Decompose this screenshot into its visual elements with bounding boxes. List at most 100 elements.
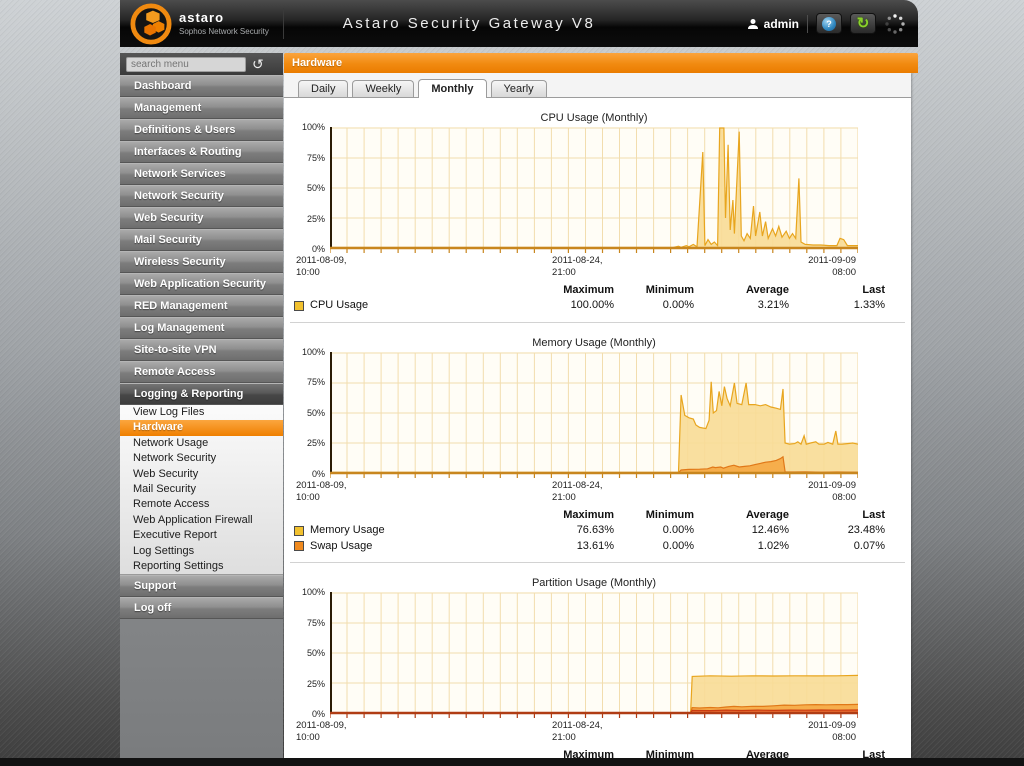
sidebar-item-network-security[interactable]: Network Security <box>120 185 283 207</box>
x-tick-label: 2011-08-09, 10:00 <box>296 479 347 503</box>
sidebar-subitem-remote-access[interactable]: Remote Access <box>133 498 210 511</box>
stats-header-average: Average <box>745 283 789 296</box>
breadcrumb-label: Hardware <box>292 57 343 69</box>
x-tick-label: 2011-08-24, 21:00 <box>552 479 603 503</box>
astaro-logo-icon <box>130 3 172 45</box>
sidebar-item-dashboard[interactable]: Dashboard <box>120 75 283 97</box>
tab-yearly[interactable]: Yearly <box>490 80 547 97</box>
sidebar-subitem-executive-report[interactable]: Executive Report <box>133 529 217 542</box>
user-icon <box>747 18 758 29</box>
legend-memory-usage: Memory Usage <box>294 523 519 539</box>
sidebar-item-log-off[interactable]: Log off <box>120 597 283 620</box>
stats-table-partition: MaximumMinimumAverageLastroot31.15%0.00%… <box>294 748 885 758</box>
user-badge: admin <box>747 17 799 31</box>
stats-corner <box>294 508 519 524</box>
tab-monthly[interactable]: Monthly <box>418 79 487 98</box>
y-tick-label: 0% <box>311 244 325 254</box>
search-input[interactable] <box>126 56 246 72</box>
sidebar-subitem-web-security[interactable]: Web Security <box>133 467 199 480</box>
charts-container: CPU Usage (Monthly) 100% 75% 50% 25% 0% 2011-0… <box>284 112 911 758</box>
sidebar-item-logging-reporting[interactable]: Logging & Reporting <box>120 383 283 405</box>
x-tick-label: 2011-08-24, 21:00 <box>552 720 603 743</box>
legend-cpu-usage: CPU Usage <box>294 298 519 314</box>
help-button[interactable]: ? <box>816 13 842 34</box>
sidebar-subitem-web-application-firewall[interactable]: Web Application Firewall <box>133 513 253 526</box>
legend-swatch-icon <box>294 525 304 536</box>
y-tick-label: 0% <box>311 468 325 479</box>
sidebar-subitem-reporting-settings[interactable]: Reporting Settings <box>133 559 224 572</box>
search-reset-icon[interactable]: ↻ <box>252 56 264 72</box>
sidebar-item-remote-access[interactable]: Remote Access <box>120 361 283 383</box>
chart-title-partition: Partition Usage (Monthly) <box>531 577 657 589</box>
x-tick-label: 2011-09-09 08:00 <box>808 720 856 743</box>
sidebar-item-log-management[interactable]: Log Management <box>120 317 283 339</box>
sidebar-item-red-management[interactable]: RED Management <box>120 295 283 317</box>
stats-header-maximum: Maximum <box>563 283 614 296</box>
stats-header-last: Last <box>862 748 885 758</box>
x-axis-labels: 2011-08-09, 10:00 2011-08-24, 21:00 2011-09-… <box>296 255 856 279</box>
stats-header-maximum: Maximum <box>563 508 614 521</box>
tab-weekly[interactable]: Weekly <box>352 80 415 97</box>
user-name-label: admin <box>763 16 799 31</box>
y-tick-label: 100% <box>301 346 325 357</box>
refresh-button[interactable]: ↻ <box>850 13 876 34</box>
tabs-row: Daily Weekly Monthly Yearly <box>284 73 911 98</box>
y-tick-label: 50% <box>306 183 325 193</box>
stats-table-memory: Maximum Minimum Average Last Memory Usage 76.… <box>294 508 885 555</box>
plot-area-cpu <box>330 127 858 255</box>
sidebar-item-mail-security[interactable]: Mail Security <box>120 229 283 251</box>
x-tick-label: 2011-08-09, 10:00 <box>296 720 347 743</box>
y-tick-label: 75% <box>306 152 325 163</box>
y-axis-labels: 100% 75% 50% 25% 0% <box>284 122 330 254</box>
sidebar-subitem-network-usage[interactable]: Network Usage <box>133 436 209 449</box>
chart-title-memory: Memory Usage (Monthly) <box>532 336 656 349</box>
tab-daily[interactable]: Daily <box>298 80 349 97</box>
brand-name: astaro <box>179 10 225 26</box>
sidebar-subitem-mail-security[interactable]: Mail Security <box>133 482 196 495</box>
sidebar-nav: Dashboard Management Definitions & Users In… <box>120 75 283 405</box>
sidebar-item-management[interactable]: Management <box>120 97 283 119</box>
stats-header-average: Average <box>745 748 789 758</box>
y-tick-label: 100% <box>301 122 325 132</box>
sidebar-item-site-to-site-vpn[interactable]: Site-to-site VPN <box>120 339 283 361</box>
y-tick-label: 75% <box>306 617 325 628</box>
y-tick-label: 100% <box>301 587 325 597</box>
section-separator <box>290 321 905 323</box>
sidebar-search-row: ↻ <box>120 53 283 75</box>
sidebar-item-support[interactable]: Support <box>120 575 283 598</box>
sidebar-item-web-security[interactable]: Web Security <box>120 207 283 229</box>
sidebar-item-interfaces-routing[interactable]: Interfaces & Routing <box>120 141 283 163</box>
legend-swatch-icon <box>294 301 304 311</box>
y-tick-label: 25% <box>306 438 325 449</box>
stats-header-minimum: Minimum <box>645 748 694 758</box>
stats-corner <box>294 283 519 299</box>
stats-value: 0.00% <box>662 524 694 536</box>
stats-header-last: Last <box>862 283 885 296</box>
y-tick-label: 25% <box>306 678 325 689</box>
stats-value: 23.48% <box>847 524 885 536</box>
x-tick-label: 2011-08-24, 21:00 <box>552 255 603 278</box>
sidebar-subitem-network-security[interactable]: Network Security <box>133 452 217 465</box>
sidebar-item-network-services[interactable]: Network Services <box>120 163 283 185</box>
bottom-edge-bar <box>0 758 1024 766</box>
stats-header-average: Average <box>745 508 789 521</box>
chart-section-cpu: CPU Usage (Monthly) 100% 75% 50% 25% 0% 2011-0… <box>284 112 911 314</box>
sidebar-item-definitions-users[interactable]: Definitions & Users <box>120 119 283 141</box>
sidebar-subitem-log-settings[interactable]: Log Settings <box>133 544 195 557</box>
app-title: Astaro Security Gateway V8 <box>342 15 596 32</box>
sidebar-item-wireless-security[interactable]: Wireless Security <box>120 251 283 273</box>
stats-header-minimum: Minimum <box>645 508 694 521</box>
y-tick-label: 50% <box>306 407 325 418</box>
sidebar-item-web-application-security[interactable]: Web Application Security <box>120 273 283 295</box>
y-tick-label: 25% <box>306 213 325 224</box>
stats-value: 1.33% <box>853 299 885 312</box>
brand-block: astaro Sophos Network Security <box>130 2 280 46</box>
sidebar-subitem-hardware[interactable]: Hardware <box>120 420 283 436</box>
sidebar-subitem-view-log-files[interactable]: View Log Files <box>133 406 205 418</box>
chart-section-memory: Memory Usage (Monthly) 100% 75% 50% 25% 0% 201… <box>284 337 911 554</box>
chart-title-cpu: CPU Usage (Monthly) <box>540 112 648 124</box>
stats-value: 13.61% <box>576 539 614 552</box>
stats-value: 76.63% <box>576 524 614 536</box>
